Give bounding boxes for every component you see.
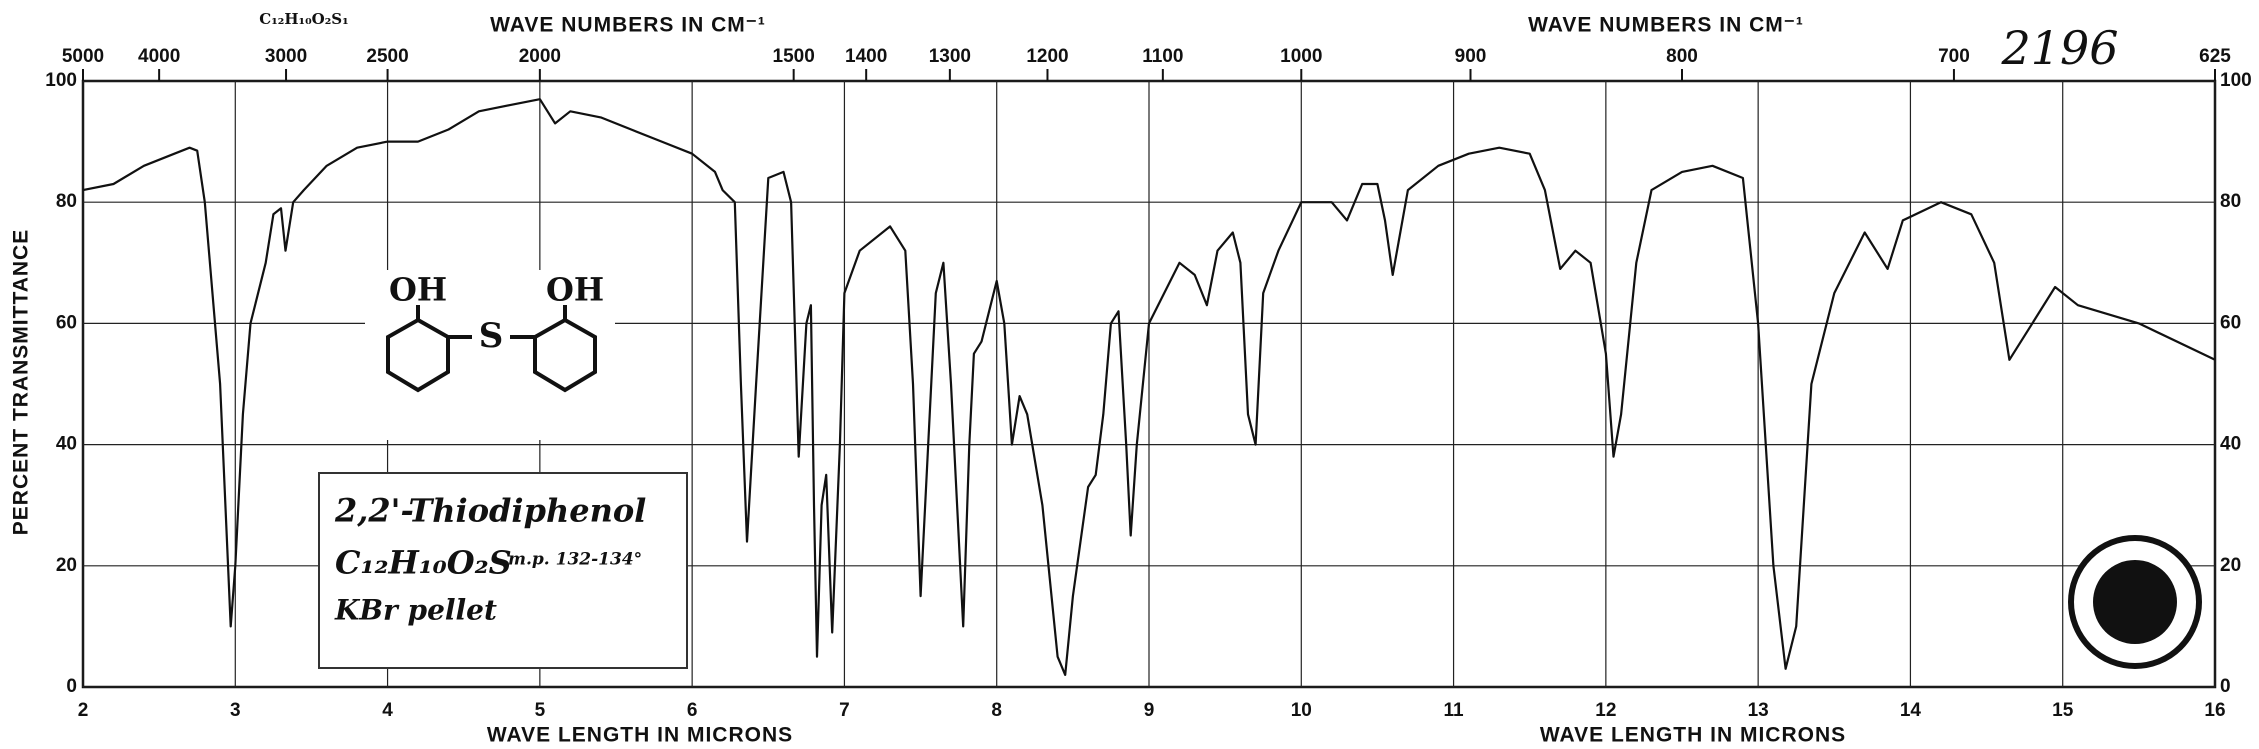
x2-tick-label: 5000 (62, 46, 104, 67)
melting-point: m.p. 132-134° (508, 550, 642, 570)
x2-tick-label: 900 (1455, 46, 1487, 67)
x-tick-label: 7 (839, 700, 850, 721)
x2-tick-label: 1300 (929, 46, 971, 67)
x2-tick-label: 2500 (366, 46, 408, 67)
x2-tick-label: 2000 (519, 46, 561, 67)
x2-tick-label: 1100 (1142, 46, 1183, 67)
x2-tick-label: 1400 (845, 46, 887, 67)
x-tick-label: 3 (230, 700, 241, 721)
structure-label: OH (546, 271, 604, 309)
x2-tick-label: 3000 (265, 46, 307, 67)
formula-header: C₁₂H₁₀O₂S₁ (259, 10, 348, 28)
y-tick-label: 40 (2220, 434, 2241, 455)
x-tick-label: 15 (2052, 700, 2074, 721)
x-tick-label: 14 (1900, 700, 1922, 721)
y-tick-label: 100 (45, 70, 77, 91)
x-tick-label: 8 (991, 700, 1002, 721)
y-tick-label: 0 (2220, 676, 2231, 697)
x2-tick-label: 700 (1938, 46, 1970, 67)
x2-tick-label: 1200 (1026, 46, 1068, 67)
structure-bg (365, 270, 615, 440)
x2-axis-title: WAVE NUMBERS IN CM⁻¹ (1528, 14, 1804, 37)
spectrum-line (82, 98, 2216, 676)
structure-label: S (479, 316, 504, 356)
x-tick-label: 4 (382, 700, 393, 721)
x-tick-label: 5 (535, 700, 546, 721)
y-tick-label: 80 (56, 191, 77, 212)
label-card: 2,2'-Thiodiphenol C₁₂H₁₀O₂S m.p. 132-134… (318, 472, 688, 669)
x-tick-label: 11 (1444, 700, 1465, 721)
x2-axis-title: WAVE NUMBERS IN CM⁻¹ (490, 14, 766, 37)
x2-tick-label: 625 (2199, 46, 2231, 67)
x-tick-label: 9 (1144, 700, 1155, 721)
spectrum-number: 2196 (2000, 21, 2118, 75)
y-tick-label: 80 (2220, 191, 2241, 212)
y-tick-label: 20 (56, 555, 77, 576)
x-tick-label: 2 (78, 700, 89, 721)
label-card-box (318, 472, 688, 669)
x2-tick-label: 800 (1666, 46, 1698, 67)
y-tick-label: 100 (2220, 70, 2252, 91)
logo-center (2093, 560, 2177, 644)
y-axis-title: PERCENT TRANSMITTANCE (10, 229, 33, 535)
x-tick-label: 16 (2204, 700, 2225, 721)
y-tick-label: 40 (56, 434, 77, 455)
compound-name: 2,2'-Thiodiphenol (334, 492, 646, 530)
x-tick-label: 10 (1291, 700, 1312, 721)
y-tick-label: 0 (66, 676, 77, 697)
y-tick-label: 60 (2220, 312, 2241, 333)
x-axis-title: WAVE LENGTH IN MICRONS (1540, 724, 1846, 747)
sample-prep: KBr pellet (334, 594, 497, 627)
y-tick-label: 20 (2220, 555, 2241, 576)
x2-tick-label: 4000 (138, 46, 180, 67)
x-axis-title: WAVE LENGTH IN MICRONS (487, 724, 793, 747)
x-tick-label: 6 (687, 700, 698, 721)
y-tick-label: 60 (56, 312, 77, 333)
x-tick-label: 12 (1595, 700, 1616, 721)
compound-formula: C₁₂H₁₀O₂S (335, 544, 512, 582)
structure: OH S OH (365, 270, 615, 440)
logo (2068, 535, 2202, 669)
x2-tick-label: 1000 (1280, 46, 1322, 67)
x2-tick-label: 1500 (773, 46, 815, 67)
structure-label: OH (389, 271, 447, 309)
x-tick-label: 13 (1748, 700, 1769, 721)
